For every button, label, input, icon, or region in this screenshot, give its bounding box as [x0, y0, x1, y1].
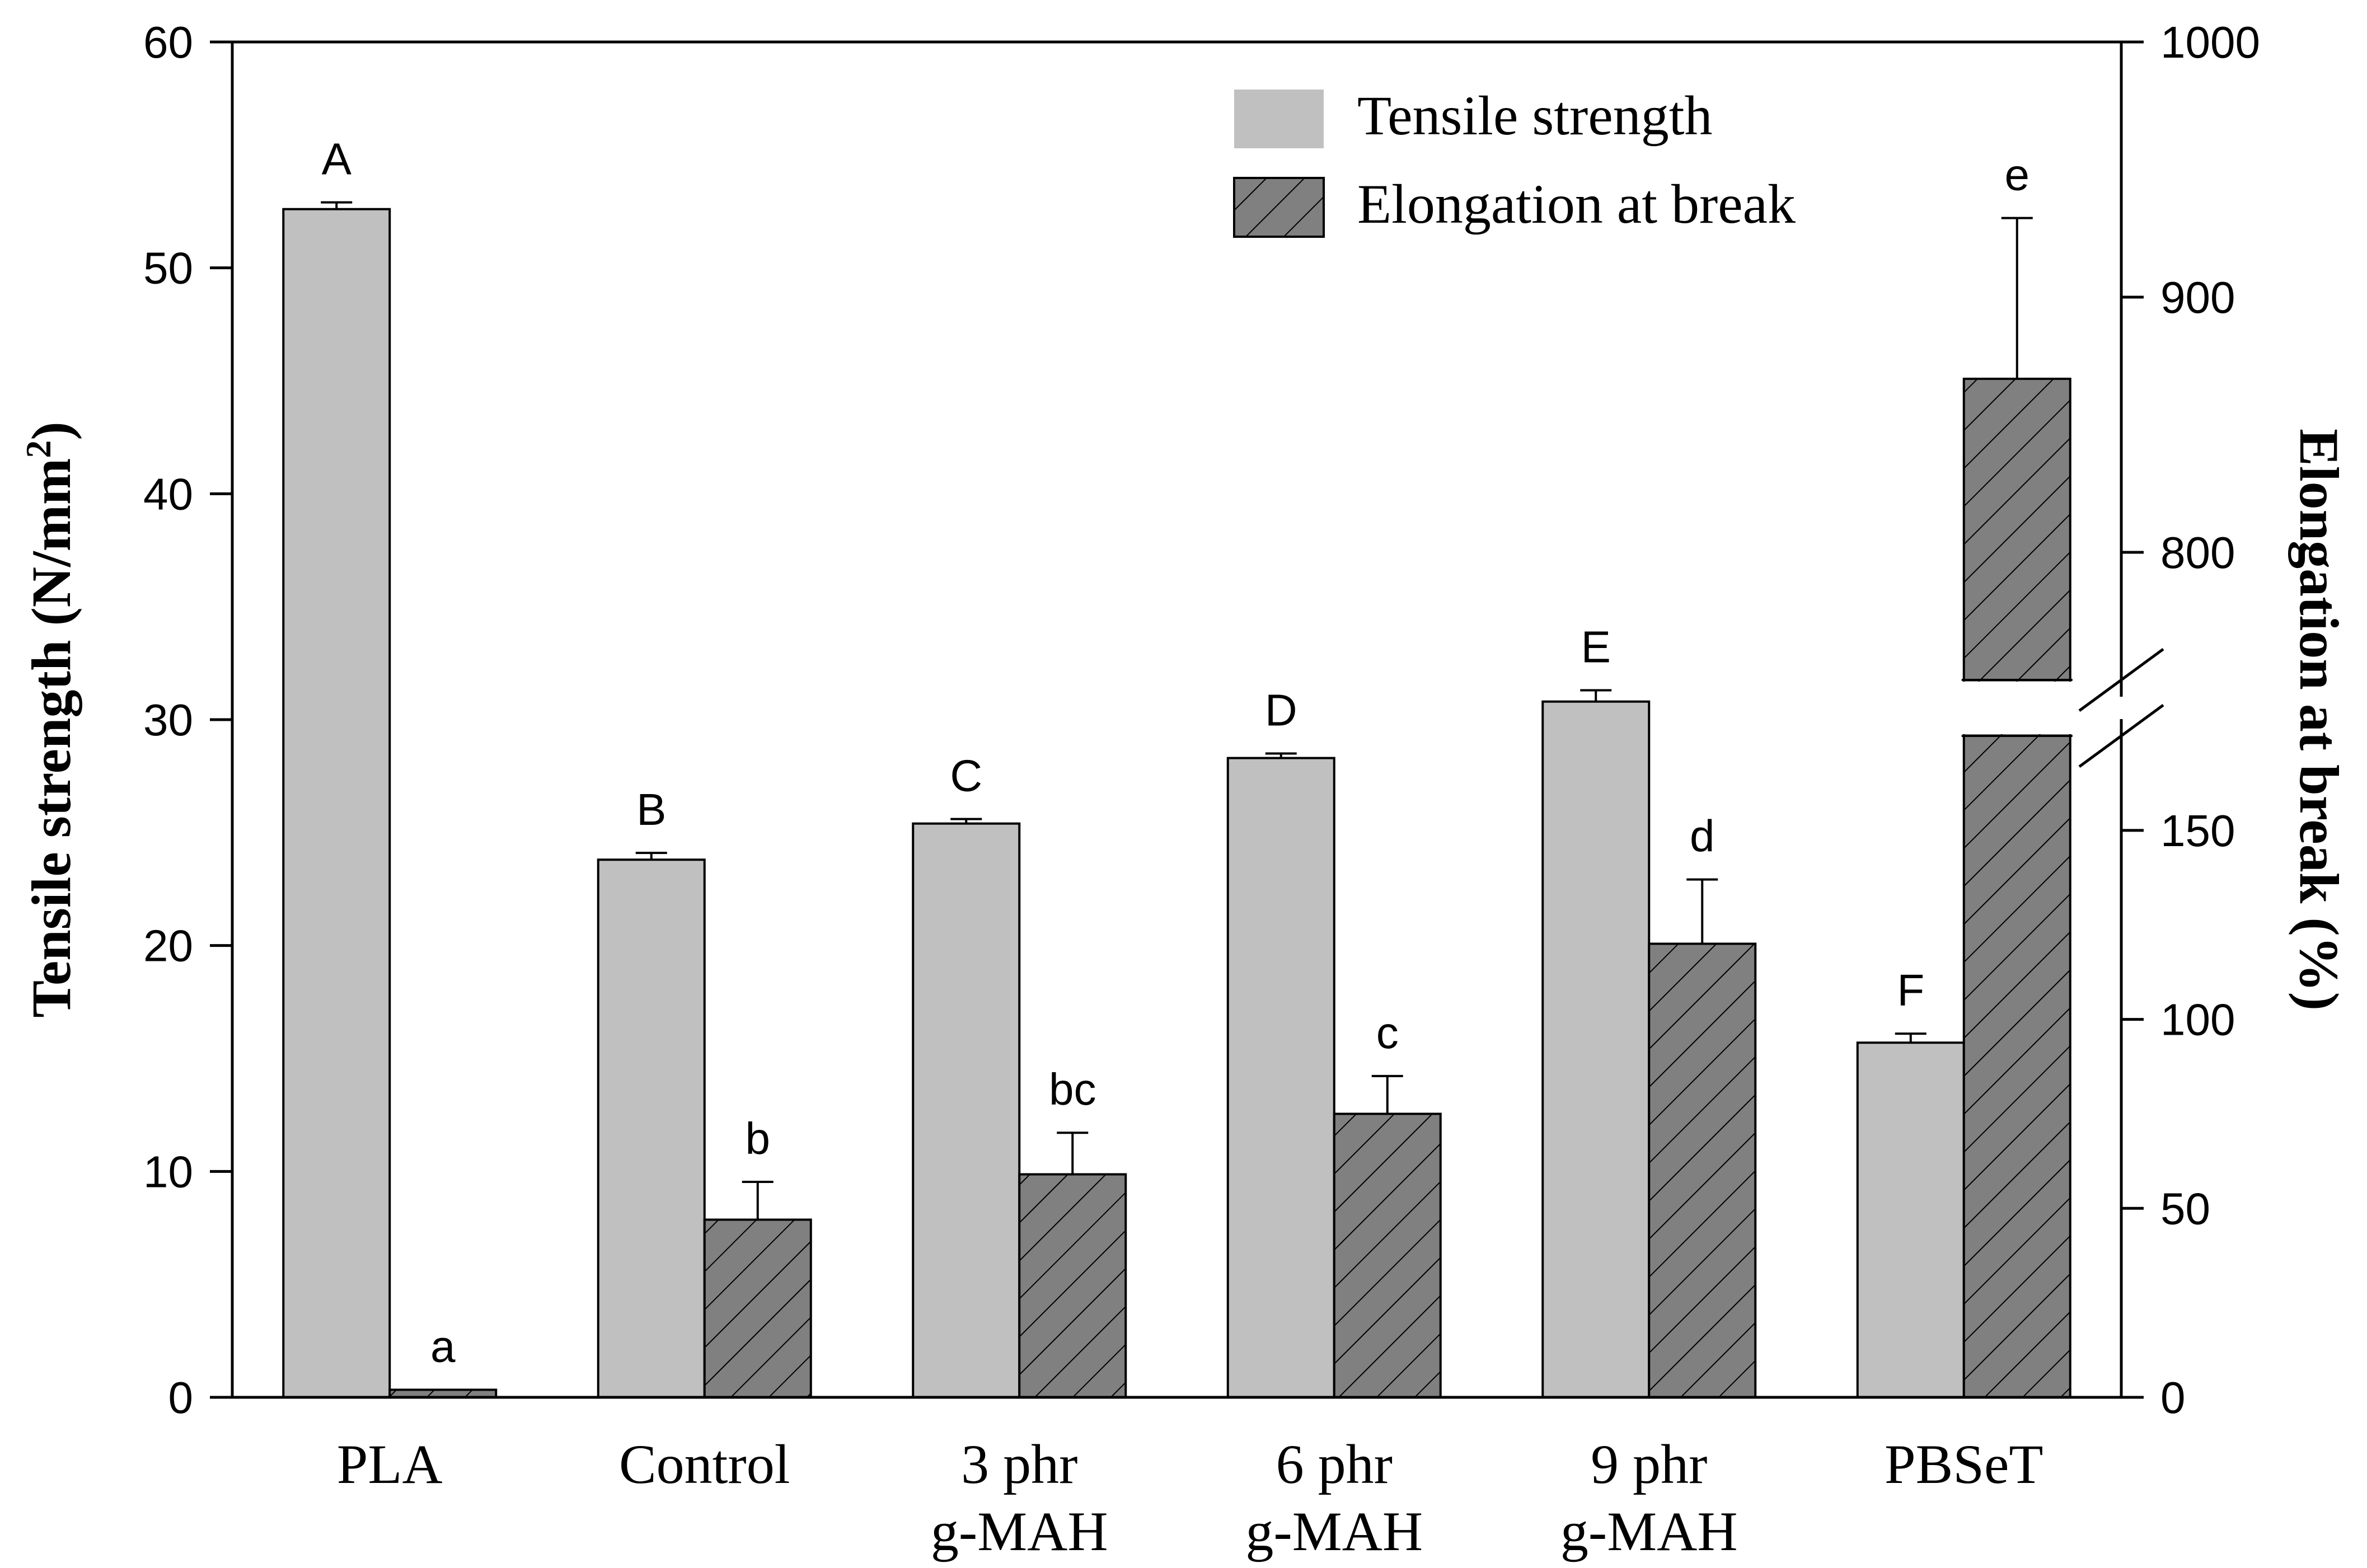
tensile-letter: A — [322, 134, 352, 184]
y-left-tick-label: 0 — [168, 1373, 194, 1423]
elongation-bar — [1962, 377, 2071, 1398]
tensile-bar — [597, 858, 706, 1398]
y-left-tick-label: 30 — [143, 695, 193, 745]
x-tick-label: 9 phr — [1591, 1433, 1707, 1495]
y-right-tick-label: 0 — [2160, 1373, 2186, 1423]
tensile-bar — [912, 822, 1021, 1398]
tensile-letter: E — [1581, 622, 1611, 672]
tensile-bar — [1856, 1041, 1965, 1398]
y-left-tick-label: 50 — [143, 243, 193, 293]
legend: Tensile strength Elongation at break — [1233, 84, 1796, 238]
y-right-tick-label: 100 — [2160, 995, 2235, 1045]
y-left-axis-label: Tensile strength (N/mm2) — [18, 421, 83, 1017]
elongation-letter: bc — [1049, 1064, 1096, 1114]
y-right-axis-label: Elongation at break (%) — [2288, 429, 2350, 1011]
x-tick-label: g-MAH — [931, 1500, 1108, 1562]
elongation-letter: d — [1690, 811, 1715, 861]
legend-label-elongation: Elongation at break — [1357, 173, 1796, 235]
legend-swatch-tensile — [1234, 90, 1324, 148]
y-right-tick-label: 1000 — [2160, 17, 2260, 67]
elongation-bar — [1333, 1112, 1442, 1399]
elongation-bar — [703, 1218, 812, 1398]
elongation-bar — [1648, 942, 1757, 1398]
axis-break-gap — [1952, 682, 2082, 734]
y-left-tick-label: 20 — [143, 921, 193, 971]
tensile-bar — [282, 208, 391, 1398]
tensile-bar — [1541, 700, 1651, 1398]
axis-break-mark — [2078, 703, 2164, 768]
tensile-letter: B — [636, 785, 666, 834]
x-tick-label: 3 phr — [961, 1433, 1077, 1495]
y-right-tick-label: 900 — [2160, 273, 2235, 322]
tensile-letter: D — [1265, 686, 1297, 735]
x-tick-label: Control — [619, 1433, 790, 1495]
axis-break-mark — [2078, 647, 2164, 712]
y-right-tick-label: 150 — [2160, 806, 2235, 856]
x-tick-label: 6 phr — [1276, 1433, 1393, 1495]
y-left-tick-label: 40 — [143, 469, 193, 519]
y-right-tick-label: 800 — [2160, 528, 2235, 578]
y-left-tick-label: 10 — [143, 1147, 193, 1196]
legend-label-tensile: Tensile strength — [1357, 84, 1713, 147]
elongation-letter: b — [746, 1114, 771, 1163]
tensile-bar — [1226, 757, 1335, 1398]
x-tick-label: PLA — [337, 1433, 443, 1495]
tensile-letter: F — [1897, 965, 1924, 1015]
x-tick-label: PBSeT — [1885, 1433, 2043, 1495]
elongation-bar — [1018, 1173, 1127, 1398]
elongation-letter: e — [2005, 150, 2030, 200]
legend-swatch-elongation — [1233, 177, 1325, 238]
y-left-tick-label: 60 — [143, 17, 193, 67]
tensile-letter: C — [950, 751, 982, 801]
x-tick-label: g-MAH — [1560, 1500, 1738, 1562]
x-tick-label: g-MAH — [1245, 1500, 1423, 1562]
elongation-letter: c — [1376, 1008, 1399, 1058]
elongation-letter: a — [430, 1321, 456, 1371]
y-right-tick-label: 50 — [2160, 1184, 2210, 1233]
